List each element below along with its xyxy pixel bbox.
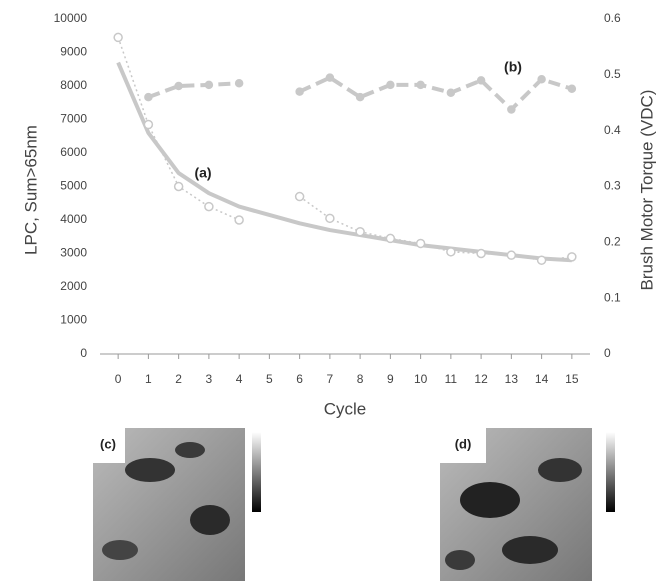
x-tick-label: 0 (115, 372, 122, 386)
y2-axis-label: Brush Motor Torque (VDC) (637, 90, 656, 291)
y-tick-label: 10000 (54, 11, 88, 25)
y2-tick-label: 0.6 (604, 11, 621, 25)
x-tick-label: 13 (505, 372, 519, 386)
data-point (506, 250, 517, 260)
data-point (174, 81, 183, 91)
data-point (294, 191, 305, 202)
data-point (143, 119, 154, 130)
x-tick-label: 9 (387, 372, 394, 386)
x-tick-label: 1 (145, 372, 152, 386)
y2-tick-label: 0.3 (604, 179, 621, 193)
data-point (295, 87, 304, 96)
series-line (147, 81, 240, 100)
y-tick-label: 9000 (60, 45, 87, 59)
x-tick-label: 4 (236, 372, 243, 386)
y2-tick-label: 0.5 (604, 67, 621, 81)
y-tick-label: 2000 (60, 279, 87, 293)
x-tick-label: 5 (266, 372, 273, 386)
data-point (476, 76, 486, 85)
trendline (116, 61, 572, 263)
series-line (117, 37, 240, 221)
x-axis-label: Cycle (324, 399, 367, 418)
y-tick-label: 6000 (60, 145, 87, 159)
data-point (386, 80, 395, 90)
series-line (298, 75, 573, 113)
data-point (204, 80, 214, 90)
y-tick-label: 7000 (60, 112, 87, 126)
data-point (415, 238, 426, 249)
x-tick-label: 6 (296, 372, 303, 386)
y-tick-label: 4000 (60, 212, 87, 226)
data-point (355, 92, 365, 102)
x-tick-label: 2 (175, 372, 182, 386)
annotation: (a) (194, 165, 211, 181)
data-point (234, 215, 244, 225)
y2-tick-label: 0.1 (604, 290, 621, 304)
data-point (325, 73, 335, 82)
annotation: (b) (504, 59, 522, 75)
data-point (113, 32, 123, 43)
afm-image-d (440, 428, 615, 581)
y-tick-label: 5000 (60, 179, 87, 193)
data-point (446, 247, 456, 257)
series-line (299, 195, 572, 261)
data-point (567, 84, 577, 94)
data-point (416, 80, 425, 90)
data-point (144, 92, 153, 102)
y-tick-label: 8000 (60, 78, 87, 92)
data-point (446, 88, 456, 97)
data-point (507, 105, 516, 114)
x-tick-label: 10 (414, 372, 428, 386)
annotation: (d) (455, 436, 472, 451)
data-point (355, 226, 365, 237)
y2-tick-label: 0 (604, 346, 611, 360)
data-point (234, 78, 244, 88)
data-point (537, 75, 546, 84)
annotation: (c) (100, 436, 116, 451)
data-point (204, 201, 214, 212)
y-axis-label: LPC, Sum>65nm (21, 125, 40, 255)
x-tick-label: 11 (445, 372, 458, 386)
data-point (325, 213, 335, 224)
data-point (476, 248, 486, 259)
afm-image-c (93, 428, 261, 581)
x-tick-label: 7 (327, 372, 334, 386)
y-tick-label: 0 (80, 346, 87, 360)
data-point (385, 233, 396, 244)
y2-tick-label: 0.2 (604, 235, 621, 249)
y-tick-label: 3000 (60, 246, 87, 260)
y-tick-label: 1000 (60, 313, 87, 327)
x-tick-label: 14 (535, 372, 549, 386)
x-tick-label: 12 (474, 372, 488, 386)
x-tick-label: 3 (206, 372, 213, 386)
data-point (536, 255, 547, 265)
data-point (173, 181, 184, 192)
x-tick-label: 8 (357, 372, 364, 386)
y2-tick-label: 0.4 (604, 123, 621, 137)
data-point (567, 252, 577, 262)
x-tick-label: 15 (565, 372, 579, 386)
